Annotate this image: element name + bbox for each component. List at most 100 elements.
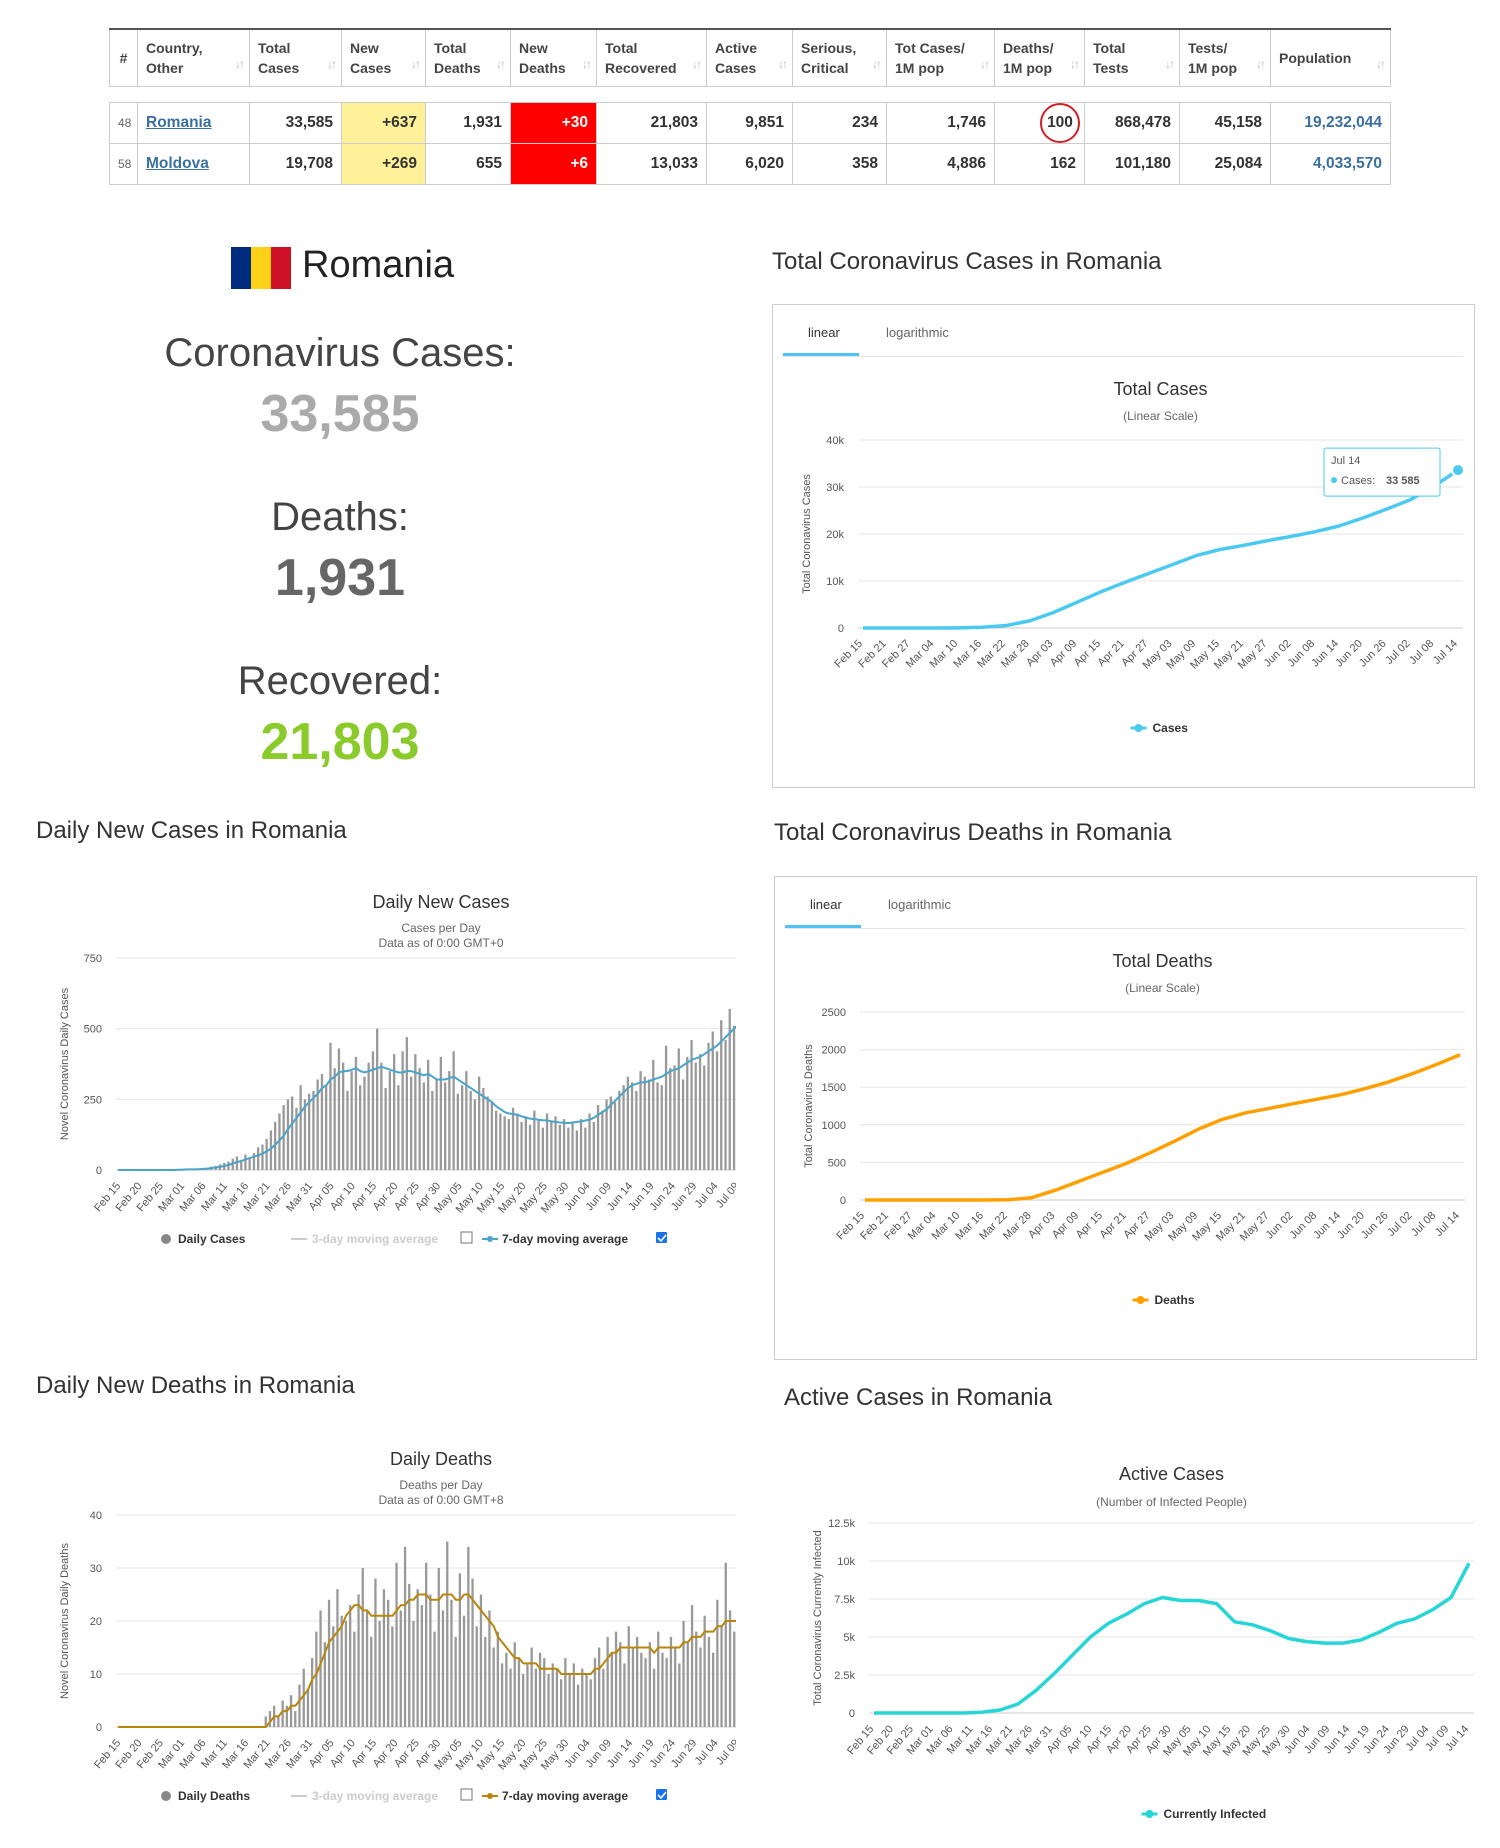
cell-population[interactable]: 19,232,044 xyxy=(1270,101,1391,144)
column-header[interactable]: Total Cases ↓↑ xyxy=(249,28,342,87)
daily-bar xyxy=(268,1711,272,1727)
daily-bar xyxy=(291,1096,294,1170)
ma3-checkbox xyxy=(460,1231,473,1244)
legend-ma7-label: 7-day moving average xyxy=(502,1232,628,1246)
sort-icon[interactable]: ↓↑ xyxy=(235,57,245,71)
daily-bar xyxy=(332,1626,335,1727)
y-tick-label: 0 xyxy=(96,1722,102,1734)
column-header[interactable]: Tot Cases/1M pop ↓↑ xyxy=(886,28,995,87)
cell-country[interactable]: Romania xyxy=(137,101,250,144)
daily-bar xyxy=(298,1684,301,1727)
column-header[interactable]: Country, Other ↓↑ xyxy=(137,28,250,87)
cell-total-deaths: 655 xyxy=(425,142,511,185)
daily-bar xyxy=(678,1663,681,1727)
sort-icon[interactable]: ↓↑ xyxy=(872,57,882,71)
sort-icon[interactable]: ↓↑ xyxy=(778,57,788,71)
daily-bar xyxy=(248,1157,251,1170)
sort-icon[interactable]: ↓↑ xyxy=(327,57,337,71)
daily-bar xyxy=(454,1636,457,1727)
column-header[interactable]: Total Tests ↓↑ xyxy=(1084,28,1180,87)
chart-title: Daily New Cases xyxy=(372,892,509,912)
cell-total-tests: 868,478 xyxy=(1084,101,1180,144)
daily-bar xyxy=(652,1668,656,1727)
daily-bar xyxy=(285,1705,288,1727)
country-stats-table: # Country, Other ↓↑ Total Cases ↓↑ New Cases ↓↑ To… xyxy=(109,28,1391,185)
legend-bars-label: Daily Deaths xyxy=(178,1789,250,1803)
sort-icon[interactable]: ↓↑ xyxy=(692,57,702,71)
daily-bar xyxy=(509,1668,512,1727)
daily-bar xyxy=(703,1065,706,1170)
check-icon xyxy=(657,1234,667,1243)
sort-icon[interactable]: ↓↑ xyxy=(980,57,990,71)
tab-logarithmic[interactable]: logarithmic xyxy=(886,325,949,340)
daily-bar xyxy=(584,1127,587,1170)
cell-population[interactable]: 4,033,570 xyxy=(1270,142,1391,185)
daily-bar xyxy=(261,1144,264,1170)
sort-icon[interactable]: ↓↑ xyxy=(1165,57,1175,71)
daily-bar xyxy=(316,1079,319,1170)
total-cases-svg: Total Cases (Linear Scale) 0 10k 20k 30k 40k To… xyxy=(801,379,1465,735)
daily-bar xyxy=(585,1674,588,1727)
sort-icon[interactable]: ↓↑ xyxy=(1376,57,1386,71)
tooltip-value: 33 585 xyxy=(1386,475,1420,487)
sort-icon[interactable]: ↓↑ xyxy=(1070,57,1080,71)
cell-country[interactable]: Moldova xyxy=(137,142,250,185)
cell-tests-per-m: 45,158 xyxy=(1179,101,1271,144)
sort-icon[interactable]: ↓↑ xyxy=(411,57,421,71)
legend-ma7-label: 7-day moving average xyxy=(502,1789,628,1803)
moving-average-line xyxy=(118,1593,736,1728)
column-header[interactable]: New Deaths ↓↑ xyxy=(510,28,597,87)
daily-bar xyxy=(371,1051,375,1170)
daily-bar xyxy=(681,1079,685,1170)
daily-bar xyxy=(618,1090,621,1170)
daily-bar xyxy=(495,1110,498,1170)
column-header[interactable]: # xyxy=(109,28,138,87)
daily-bar xyxy=(555,1668,559,1727)
chart-title: Active Cases xyxy=(1119,1464,1224,1484)
daily-bar xyxy=(568,1674,571,1727)
daily-bar xyxy=(694,1062,697,1170)
tab-linear[interactable]: linear xyxy=(808,325,840,340)
daily-bar xyxy=(387,1599,390,1727)
daily-bar xyxy=(581,1668,584,1727)
daily-bar xyxy=(503,1116,506,1170)
x-tick-label: Jul 14 xyxy=(1431,638,1460,667)
column-header[interactable]: Total Deaths ↓↑ xyxy=(425,28,511,87)
daily-bar xyxy=(627,1626,630,1727)
daily-bar xyxy=(320,1073,324,1170)
total-deaths-section-title: Total Coronavirus Deaths in Romania xyxy=(774,819,1172,846)
x-tick-label: Jul 08 xyxy=(1407,638,1436,667)
daily-bar xyxy=(475,1626,478,1727)
chart-subtitle: (Linear Scale) xyxy=(1123,409,1198,423)
sort-icon[interactable]: ↓↑ xyxy=(496,57,506,71)
daily-bar xyxy=(550,1121,553,1170)
column-header[interactable]: Tests/1M pop ↓↑ xyxy=(1179,28,1271,87)
daily-bar xyxy=(601,1110,604,1170)
sort-icon[interactable]: ↓↑ xyxy=(1256,57,1266,71)
daily-bar xyxy=(513,1642,516,1727)
daily-bar xyxy=(473,1099,476,1170)
daily-bar xyxy=(575,1130,578,1170)
tab-logarithmic[interactable]: logarithmic xyxy=(888,897,951,912)
daily-bar xyxy=(643,1076,646,1170)
daily-bar xyxy=(367,1062,370,1170)
column-header[interactable]: Population ↓↑ xyxy=(1270,28,1391,87)
column-header[interactable]: Total Recovered ↓↑ xyxy=(596,28,707,87)
daily-bar xyxy=(639,1071,642,1170)
tab-linear[interactable]: linear xyxy=(810,897,842,912)
daily-bar xyxy=(444,1082,447,1170)
daily-bar xyxy=(349,1605,352,1727)
column-header[interactable]: New Cases ↓↑ xyxy=(341,28,426,87)
sort-icon[interactable]: ↓↑ xyxy=(582,57,592,71)
column-header[interactable]: Active Cases ↓↑ xyxy=(706,28,793,87)
column-header[interactable]: Serious, Critical ↓↑ xyxy=(792,28,887,87)
daily-bar xyxy=(435,1079,438,1170)
legend-label: Currently Infected xyxy=(1164,1807,1267,1821)
daily-bar xyxy=(712,1652,715,1727)
cell-total-cases: 33,585 xyxy=(249,101,342,144)
daily-bar xyxy=(282,1105,285,1170)
column-header[interactable]: Deaths/1M pop ↓↑ xyxy=(994,28,1085,87)
daily-bar xyxy=(312,1090,315,1170)
ma7-checkbox xyxy=(656,1232,667,1243)
daily-bar xyxy=(431,1090,434,1170)
